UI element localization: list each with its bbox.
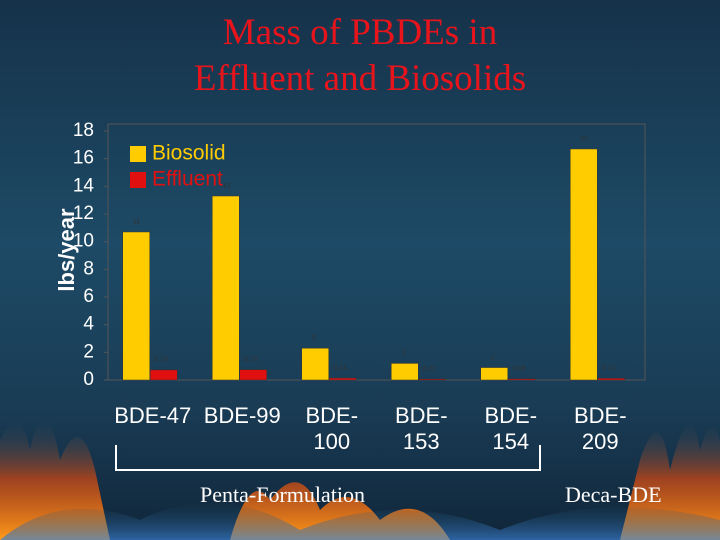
x-tick-label: BDE-209	[573, 403, 627, 454]
data-label: 1	[401, 350, 405, 357]
y-axis-label: lbs/year	[54, 208, 79, 292]
y-tick-label: 6	[83, 286, 94, 307]
legend-label: Effluent	[152, 168, 223, 191]
y-tick-label: 4	[83, 314, 94, 335]
y-tick-label: 18	[73, 120, 94, 141]
title-line: Mass of PBDEs in	[222, 12, 498, 53]
annotation: Penta-Formulation	[200, 482, 365, 507]
bar	[239, 369, 267, 381]
title-line: Effluent and Biosolids	[193, 58, 527, 99]
bar	[570, 148, 598, 381]
y-tick-label: 2	[83, 341, 94, 362]
chart-title: Mass of PBDEs in Effluent and Biosolids	[0, 10, 720, 102]
legend-swatch	[130, 172, 146, 188]
data-label: 1	[491, 354, 495, 361]
y-tick-label: 0	[83, 369, 94, 390]
flame-decoration	[0, 417, 720, 540]
data-label: 0.73	[154, 357, 168, 364]
x-tick-label: BDE-153	[394, 403, 448, 454]
y-tick-label: 10	[73, 231, 94, 252]
data-label: 0.08	[512, 366, 526, 373]
plot-frame	[107, 123, 646, 381]
x-tick-label: BDE-100	[305, 403, 359, 454]
bar	[329, 377, 357, 381]
legend-label: Biosolid	[152, 142, 226, 165]
x-tick-label: BDE-154	[484, 403, 538, 454]
y-tick-label: 12	[73, 203, 94, 224]
data-label: 0.12	[602, 365, 616, 372]
bar	[418, 378, 446, 381]
data-label: 0.14	[333, 365, 347, 372]
bar	[508, 378, 536, 381]
annotation: Deca-BDE	[565, 482, 662, 507]
data-label: 11	[133, 219, 140, 226]
data-label: 17	[580, 136, 588, 143]
y-tick-label: 16	[73, 148, 94, 169]
legend-swatch	[130, 146, 146, 162]
x-tick-label: BDE-47	[114, 403, 192, 428]
bar	[391, 363, 419, 381]
bracket	[115, 445, 541, 471]
bar	[480, 367, 508, 381]
y-tick-label: 14	[73, 175, 95, 196]
data-label: 0.07	[423, 366, 437, 373]
bar	[122, 231, 150, 381]
data-label: 2	[312, 335, 316, 342]
x-tick-label: BDE-99	[203, 403, 281, 428]
bar	[597, 378, 625, 381]
bar	[212, 195, 240, 381]
data-label: 0.75	[244, 356, 258, 363]
y-tick-label: 8	[83, 258, 94, 279]
bar	[301, 347, 329, 381]
bar	[150, 369, 178, 381]
data-label: 13	[222, 183, 230, 190]
